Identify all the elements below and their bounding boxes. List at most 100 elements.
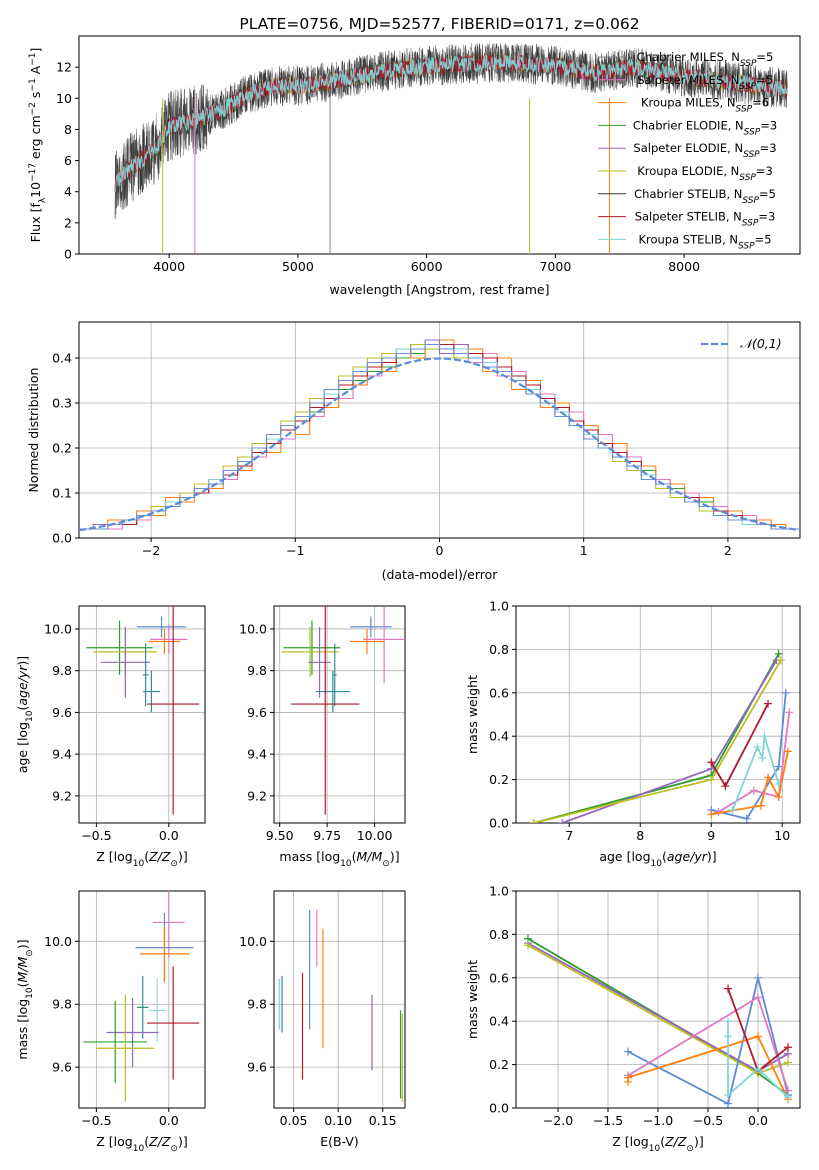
legend-label: Chabrier STELIB, NSSP=5 [634,187,776,206]
x-tick-label: 0.0 [159,1113,179,1128]
label-part: ⊙ [170,1144,178,1154]
label-part: SSP [739,82,756,92]
y-tick-label: 9.4 [247,747,267,762]
label-part: 10 [28,182,43,198]
label-part: =5 [755,232,772,246]
x-axis-label: Z [log10(Z/Z⊙)] [96,1134,187,1154]
weight-marker [724,1032,732,1041]
y-tick-label: 0.4 [52,351,72,366]
weight-marker [707,775,716,784]
label-part: age [log [599,849,650,864]
x-tick-label: −0.5 [81,1113,111,1128]
label-part: Chabrier ELODIE, N [633,118,744,132]
chart-title: PLATE=0756, MJD=52577, FIBERID=0171, z=0… [239,15,639,33]
y-tick-label: 0.6 [489,685,509,700]
y-tick-label: 0.4 [489,729,509,744]
series-7 [114,53,788,193]
y-tick-label: 0.8 [489,642,509,657]
label-part: =5 [759,187,776,201]
x-tick-label: −0.5 [81,828,111,843]
label-part: 10 [133,859,145,869]
label-part: =3 [760,141,777,155]
x-tick-label: −1.5 [593,1113,623,1128]
x-tick-label: 1 [580,543,588,558]
weight-marker [754,1064,762,1073]
weight-marker [776,656,785,665]
label-part: SSP [744,127,761,137]
y-tick-label: 0.8 [489,927,509,942]
weight-marker [524,941,532,950]
label-part: ⊙ [686,1144,694,1154]
label-part: age/yr [15,665,30,706]
weight-marker [756,801,765,810]
label-part: 10 [340,859,352,869]
label-part: ] [28,48,43,53]
x-tick-label: 5000 [282,259,314,274]
y-tick-label: 2 [64,215,72,230]
label-part: Kroupa STELIB, N [638,232,738,246]
weight-marker [784,1043,792,1052]
age-vs-mass-axes: 9.50 9.75 10.00 9.2 9.4 9.6 9.8 10.0 mass [log10… [239,605,406,869]
label-part: Z [log [96,1134,132,1149]
age-vs-mass-frame [273,605,406,824]
y-axis-label: mass weight [465,960,480,1039]
point-6 [142,643,149,707]
y-tick-label: 4 [64,184,72,199]
y-axis-label: mass [log10(M/M⊙)] [15,939,35,1059]
label-part: ⊙ [170,859,178,869]
point-2 [139,925,190,983]
weight-marker [781,688,790,697]
x-tick-label: 7000 [539,259,571,274]
legend-label: Chabrier ELODIE, NSSP=3 [633,118,777,137]
point-4 [281,626,339,677]
x-tick-label: 10 [774,828,790,843]
y-axis-label: mass weight [465,675,480,754]
weight-marker [724,1017,732,1026]
weight-marker [774,649,783,658]
weight-series-5 [714,708,794,817]
weight-vs-z-frame [515,890,801,1109]
x-tick-label: −2 [142,543,160,558]
x-tick-label: 8000 [668,259,700,274]
label-part: SSP [740,59,757,69]
point-3 [283,620,341,675]
weight-marker [724,984,732,993]
y-tick-label: 0.1 [52,486,72,501]
age-vs-mass-grid [274,606,405,823]
label-part: 10 [649,1144,661,1154]
label-part: M/M [15,956,30,982]
x-tick-label: 2 [724,543,732,558]
point-7 [83,1001,148,1083]
errorbars [86,606,200,815]
weight-marker [707,758,716,767]
y-tick-label: 0.6 [489,970,509,985]
label-part: =3 [756,164,773,178]
y-tick-label: 0 [64,247,72,262]
y-tick-label: 1.0 [489,599,509,614]
weight-marker [754,1032,762,1041]
legend-label: 𝒩(0,1) [740,336,782,351]
normal-curve [79,357,800,532]
point-0 [349,616,392,638]
mass-vs-z-axes: −0.5 0.09.69.810.0Z [log10(Z/Z⊙)]mass [lo… [15,890,206,1154]
label-part: A [28,65,43,78]
label-part: Kroupa ELODIE, N [637,164,739,178]
legend-label: Chabrier MILES, NSSP=5 [637,50,774,69]
series-8 [114,53,788,193]
label-part: Chabrier STELIB, N [634,187,742,201]
label-part: Chabrier MILES, N [637,50,740,64]
x-tick-label: 0.0 [748,1113,768,1128]
hist-lines [79,339,800,532]
x-tick-label: 8 [636,828,644,843]
label-part: SSP [743,150,760,160]
y-tick-label: 9.6 [52,1060,72,1075]
legend-label: Kroupa ELODIE, NSSP=3 [637,164,773,183]
label-part: age [log [15,722,30,773]
weight-series-7 [728,732,783,814]
x-axis-label: E(B-V) [320,1134,359,1149]
weight-marker [784,1058,792,1067]
x-tick-label: 9.50 [266,828,294,843]
label-part: SSP [742,219,759,229]
x-tick-label: 0.0 [159,828,179,843]
